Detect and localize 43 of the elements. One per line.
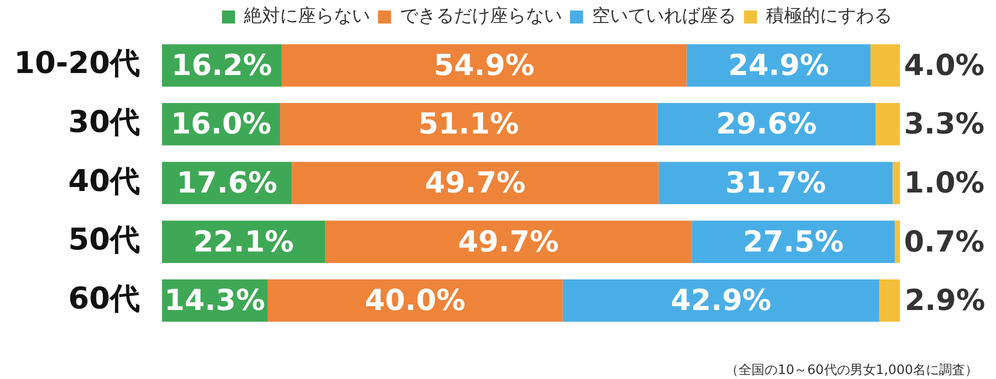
data-label: 31.7% bbox=[725, 166, 826, 200]
legend-label: 空いていれば座る bbox=[592, 6, 736, 27]
legend-label: できるだけ座らない bbox=[400, 6, 562, 27]
data-label: 0.7% bbox=[904, 224, 984, 258]
data-label: 16.0% bbox=[170, 106, 272, 141]
text: （全国の10～60代の男女1,000名に調査） bbox=[726, 362, 978, 379]
bar bbox=[692, 220, 895, 263]
legend-label: 積極的にすわる bbox=[766, 6, 892, 27]
data-label: 27.5% bbox=[743, 224, 844, 258]
data-label: 49.7% bbox=[458, 224, 559, 258]
legend-label: 絶対に座らない bbox=[243, 6, 370, 27]
bar bbox=[870, 44, 900, 87]
data-label: 54.9% bbox=[434, 48, 534, 82]
data-label: 1.0% bbox=[904, 166, 984, 200]
bar bbox=[282, 44, 687, 87]
data-label: 24.9% bbox=[728, 48, 829, 82]
data-label: 16.2% bbox=[171, 48, 272, 82]
bar bbox=[892, 162, 900, 204]
data-label: 42.9% bbox=[670, 283, 772, 318]
data-label: 4.0% bbox=[904, 48, 984, 82]
data-label: 51.1% bbox=[418, 106, 519, 141]
data-label: 40.0% bbox=[364, 283, 466, 318]
bar bbox=[876, 103, 900, 146]
y-tick-label: 40代 bbox=[68, 164, 140, 199]
data-label: 29.6% bbox=[716, 106, 817, 141]
bar bbox=[280, 103, 658, 146]
bar bbox=[292, 162, 659, 204]
bar bbox=[879, 279, 900, 322]
bar bbox=[658, 162, 893, 204]
y-tick-label: 10-20代 bbox=[14, 46, 140, 82]
data-label: 2.9% bbox=[904, 283, 986, 318]
data-label: 3.3% bbox=[904, 106, 984, 141]
y-tick-label: 60代 bbox=[68, 281, 140, 316]
bar bbox=[894, 220, 900, 263]
bar bbox=[562, 279, 880, 322]
y-tick-label: 50代 bbox=[68, 222, 140, 258]
data-label: 22.1% bbox=[193, 224, 294, 258]
data-label: 14.3% bbox=[164, 283, 266, 318]
bar bbox=[325, 220, 692, 263]
data-label: 49.7% bbox=[424, 166, 526, 200]
data-label: 17.6% bbox=[176, 166, 278, 200]
y-tick-label: 30代 bbox=[68, 104, 140, 140]
bar bbox=[267, 279, 563, 322]
